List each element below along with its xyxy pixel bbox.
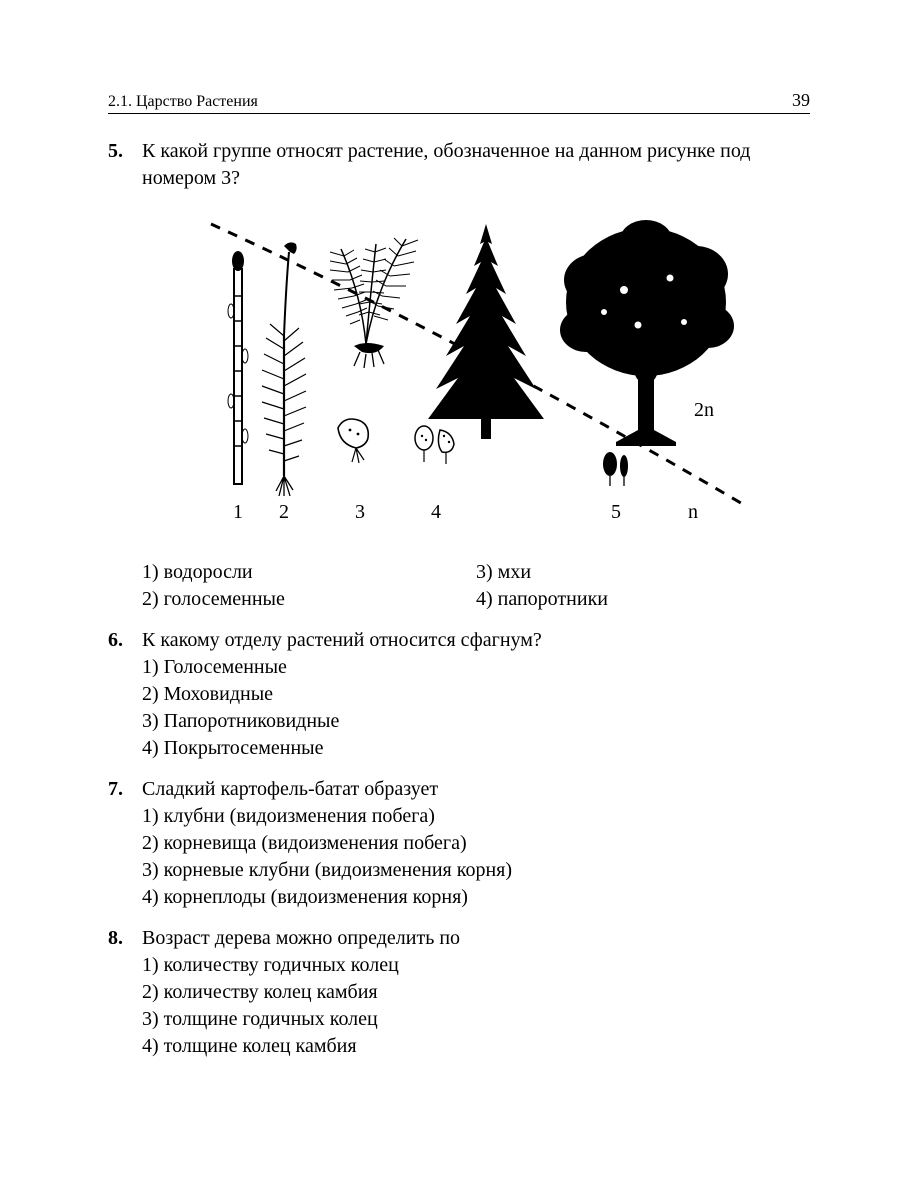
question-body: Сладкий картофель-батат образует 1) клуб… xyxy=(142,776,810,911)
question-body: К какому отделу растений относится сфагн… xyxy=(142,627,810,762)
q6-answer-1: 1) Голосеменные xyxy=(142,654,810,681)
question-text: Возраст дерева можно определить по xyxy=(142,925,810,952)
figure-label-3: 3 xyxy=(355,501,365,523)
q8-answer-3: 3) толщине годичных колец xyxy=(142,1006,810,1033)
gametophyte-5-icon xyxy=(603,452,628,486)
plant-fern-icon xyxy=(330,238,418,368)
q5-answer-2: 2) голосеменные xyxy=(142,586,476,613)
plants-diagram-svg: 1 2 3 4 5 n 2n xyxy=(196,206,756,546)
figure-label-n: n xyxy=(688,501,698,523)
question-number: 6. xyxy=(108,627,142,762)
q5-answers: 1) водоросли 2) голосеменные 3) мхи 4) п… xyxy=(142,559,810,613)
q7-answer-3: 3) корневые клубни (видоизменения корня) xyxy=(142,857,810,884)
page-number: 39 xyxy=(792,90,810,111)
q5-answer-1: 1) водоросли xyxy=(142,559,476,586)
question-number: 7. xyxy=(108,776,142,911)
page-content: 2.1. Царство Растения 39 5. К какой груп… xyxy=(108,90,810,1120)
q5-answer-3: 3) мхи xyxy=(476,559,810,586)
q6-answer-3: 3) Папоротниковидные xyxy=(142,708,810,735)
question-5: 5. К какой группе относят растение, обоз… xyxy=(108,138,810,192)
question-text: К какой группе относят растение, обознач… xyxy=(142,138,810,192)
plant-moss-icon xyxy=(262,242,306,496)
question-8: 8. Возраст дерева можно определить по 1)… xyxy=(108,925,810,1060)
figure-label-2n: 2n xyxy=(694,399,714,421)
plant-conifer-icon xyxy=(428,224,544,439)
section-title: 2.1. Царство Растения xyxy=(108,93,258,111)
q6-answer-2: 2) Моховидные xyxy=(142,681,810,708)
figure-label-5: 5 xyxy=(611,501,621,523)
question-body: Возраст дерева можно определить по 1) ко… xyxy=(142,925,810,1060)
q7-answer-1: 1) клубни (видоизменения побега) xyxy=(142,803,810,830)
q5-answer-4: 4) папоротники xyxy=(476,586,810,613)
q8-answer-2: 2) количеству колец камбия xyxy=(142,979,810,1006)
question-7: 7. Сладкий картофель-батат образует 1) к… xyxy=(108,776,810,911)
question-number: 5. xyxy=(108,138,142,192)
q6-answer-4: 4) Покрытосеменные xyxy=(142,735,810,762)
question-6: 6. К какому отделу растений относится сф… xyxy=(108,627,810,762)
running-head: 2.1. Царство Растения 39 xyxy=(108,90,810,114)
q8-answer-4: 4) толщине колец камбия xyxy=(142,1033,810,1060)
plant-algae-icon xyxy=(228,251,248,484)
gametophyte-4-icon xyxy=(415,426,454,464)
figure-label-2: 2 xyxy=(279,501,289,523)
figure-label-1: 1 xyxy=(233,501,243,523)
q7-answer-2: 2) корневища (видоизменения побега) xyxy=(142,830,810,857)
question-text: К какому отделу растений относится сфагн… xyxy=(142,627,810,654)
plant-evolution-figure: 1 2 3 4 5 n 2n xyxy=(142,206,810,551)
q8-answer-1: 1) количеству годичных колец xyxy=(142,952,810,979)
figure-label-4: 4 xyxy=(431,501,441,523)
question-number: 8. xyxy=(108,925,142,1060)
q7-answer-4: 4) корнеплоды (видоизменения корня) xyxy=(142,884,810,911)
gametophyte-3-icon xyxy=(338,419,368,463)
question-text: Сладкий картофель-батат образует xyxy=(142,776,810,803)
